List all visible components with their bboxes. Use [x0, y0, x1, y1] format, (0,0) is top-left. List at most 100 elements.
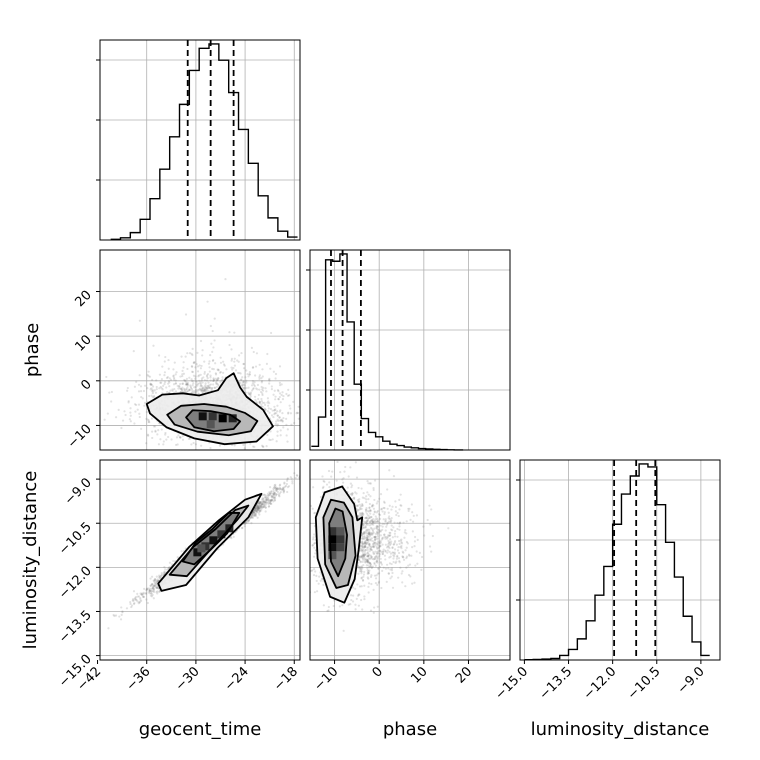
scatter-point — [258, 363, 261, 366]
scatter-point — [216, 378, 219, 381]
scatter-point — [219, 356, 222, 359]
scatter-point — [256, 504, 259, 507]
scatter-point — [283, 485, 287, 488]
scatter-point — [269, 486, 272, 489]
scatter-point — [252, 510, 255, 514]
scatter-point — [195, 362, 198, 366]
scatter-point — [212, 358, 215, 362]
scatter-point — [203, 385, 206, 388]
scatter-point — [141, 593, 144, 596]
scatter-point — [259, 501, 262, 504]
scatter-point — [202, 389, 206, 392]
scatter-point — [147, 587, 150, 590]
scatter-point — [258, 400, 261, 403]
scatter-point — [270, 387, 273, 391]
scatter-point — [158, 576, 161, 579]
scatter-point — [276, 430, 279, 433]
scatter-point — [205, 387, 208, 390]
scatter-point — [295, 412, 298, 415]
scatter-point — [268, 494, 272, 497]
scatter-point — [186, 390, 189, 393]
scatter-point — [269, 331, 273, 335]
scatter-point — [105, 375, 108, 379]
scatter-point — [147, 375, 150, 378]
scatter-point — [312, 423, 314, 425]
scatter-point — [184, 383, 188, 386]
scatter-point — [167, 435, 170, 439]
scatter-point — [244, 376, 247, 379]
scatter-point — [277, 419, 280, 422]
scatter-point — [228, 331, 231, 334]
scatter-point — [248, 517, 251, 520]
scatter-point — [210, 387, 213, 390]
scatter-point — [221, 378, 224, 381]
scatter-point — [261, 502, 264, 506]
scatter-point — [242, 367, 246, 370]
scatter-point — [256, 504, 259, 507]
scatter-point — [179, 375, 182, 378]
scatter-point — [243, 525, 246, 528]
scatter-point — [132, 590, 136, 593]
scatter-point — [193, 386, 196, 389]
scatter-point — [250, 515, 254, 518]
scatter-point — [259, 503, 263, 507]
scatter-point — [151, 391, 154, 395]
scatter-point — [118, 615, 121, 618]
scatter-point — [153, 389, 156, 392]
scatter-point — [208, 387, 212, 390]
scatter-point — [271, 438, 274, 441]
scatter-point — [297, 417, 300, 420]
scatter-point — [179, 382, 182, 386]
scatter-point — [155, 379, 158, 382]
scatter-point — [276, 486, 279, 490]
scatter-point — [251, 516, 254, 519]
scatter-point — [278, 484, 281, 487]
scatter-point — [269, 367, 272, 370]
scatter-point — [199, 339, 203, 343]
scatter-point — [278, 416, 281, 419]
scatter-point — [161, 365, 164, 368]
scatter-point — [185, 388, 188, 391]
scatter-point — [185, 377, 189, 381]
scatter-point — [246, 372, 249, 376]
scatter-point — [148, 375, 152, 378]
scatter-point — [305, 422, 307, 424]
scatter-point — [128, 418, 131, 421]
scatter-point — [156, 433, 159, 436]
scatter-point — [286, 440, 289, 443]
scatter-point — [140, 592, 144, 595]
scatter-point — [261, 500, 265, 503]
scatter-point — [240, 351, 243, 355]
scatter-point — [219, 381, 222, 384]
scatter-point — [263, 495, 267, 499]
scatter-point — [256, 383, 260, 387]
scatter-point — [271, 409, 274, 412]
scatter-point — [153, 425, 157, 428]
scatter-point — [149, 383, 152, 386]
scatter-point — [138, 374, 141, 377]
scatter-point — [217, 377, 220, 380]
scatter-point — [270, 496, 273, 499]
scatter-point — [213, 378, 216, 381]
scatter-point — [274, 483, 277, 487]
scatter-point — [265, 501, 269, 504]
scatter-point — [243, 522, 247, 525]
scatter-point — [133, 601, 136, 605]
scatter-point — [169, 389, 172, 392]
scatter-point — [242, 388, 246, 391]
scatter-point — [256, 516, 259, 519]
scatter-point — [261, 506, 264, 509]
scatter-point — [164, 431, 167, 435]
scatter-point — [270, 492, 273, 495]
scatter-point — [247, 391, 250, 394]
scatter-point — [313, 454, 315, 456]
scatter-point — [254, 507, 257, 511]
scatter-point — [266, 409, 269, 413]
scatter-point — [216, 383, 219, 386]
scatter-point — [230, 357, 234, 360]
scatter-point — [263, 505, 266, 508]
scatter-point — [199, 384, 202, 387]
scatter-point — [139, 598, 142, 601]
scatter-point — [166, 390, 169, 394]
scatter-point — [239, 372, 242, 375]
